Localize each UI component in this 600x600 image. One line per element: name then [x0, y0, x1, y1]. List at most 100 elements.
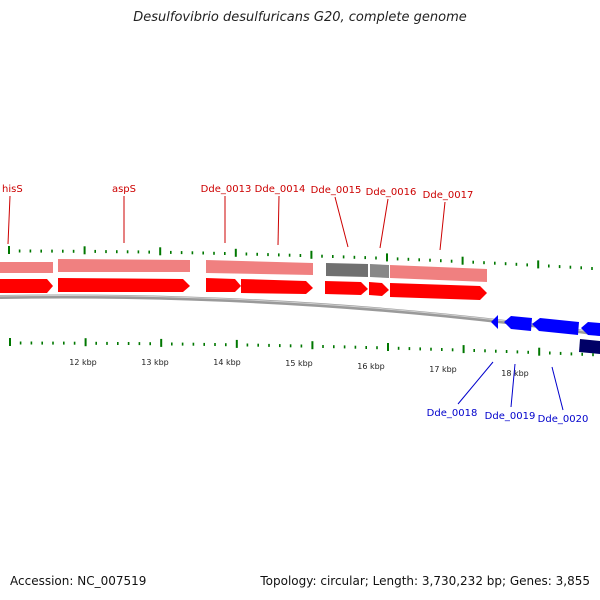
minor-tick-mark	[138, 342, 141, 346]
gene-label-aspS[interactable]: aspS	[112, 184, 136, 195]
minor-tick-mark	[225, 343, 227, 347]
minor-tick-mark	[192, 342, 195, 346]
gene-label-hisS[interactable]: hisS	[2, 184, 23, 195]
reverse-cds-arrow[interactable]	[504, 316, 532, 331]
gene-label-dde-0019[interactable]: Dde_0019	[485, 411, 536, 422]
minor-tick-mark	[257, 343, 259, 347]
minor-tick-mark	[41, 341, 43, 345]
reverse-label-group: Dde_0018 Dde_0019 Dde_0020	[427, 361, 589, 425]
minor-tick-mark	[137, 250, 140, 254]
minor-tick-mark	[440, 259, 442, 263]
minor-tick-mark	[472, 260, 474, 264]
minor-tick-mark	[181, 342, 184, 346]
minor-tick-mark	[299, 254, 302, 257]
forward-cds-arrow[interactable]	[369, 282, 389, 296]
rna-gene-bar[interactable]	[326, 263, 368, 277]
major-tick-mark	[386, 253, 388, 262]
minor-tick-mark	[430, 347, 432, 351]
gene-label-dde-0014[interactable]: Dde_0014	[255, 184, 306, 195]
minor-tick-mark	[354, 345, 357, 349]
minor-tick-mark	[332, 255, 334, 258]
kbp-label: 15 kbp	[285, 359, 313, 368]
minor-tick-mark	[592, 353, 594, 357]
minor-tick-mark	[29, 249, 32, 253]
minor-tick-mark	[441, 348, 443, 351]
minor-tick-mark	[516, 350, 519, 354]
minor-tick-mark	[558, 265, 561, 269]
gene-label-dde-0018[interactable]: Dde_0018	[427, 408, 478, 419]
label-leader-line	[379, 198, 389, 249]
minor-tick-mark	[505, 350, 508, 353]
gene-label-dde-0017[interactable]: Dde_0017	[423, 190, 474, 201]
minor-tick-mark	[213, 251, 215, 255]
minor-tick-mark	[62, 249, 64, 253]
minor-tick-mark	[450, 259, 453, 263]
minor-tick-mark	[30, 341, 33, 345]
minor-tick-mark	[94, 249, 96, 253]
minor-tick-mark	[333, 345, 335, 349]
rna-gene-bar[interactable]	[370, 264, 389, 278]
gene-label-dde-0020[interactable]: Dde_0020	[538, 414, 589, 425]
reverse-cds-arrow[interactable]	[532, 318, 579, 335]
minor-tick-mark	[526, 263, 528, 267]
forward-tick-row	[8, 246, 593, 270]
reverse-cds-arrow[interactable]	[581, 322, 600, 336]
minor-tick-mark	[278, 253, 280, 257]
label-leader-line	[551, 366, 564, 411]
major-tick-mark	[234, 248, 237, 257]
minor-tick-mark	[170, 250, 172, 254]
forward-cds-arrow[interactable]	[58, 278, 190, 292]
minor-tick-mark	[504, 262, 507, 266]
forward-label-group: hisS aspS Dde_0013 Dde_0014 Dde_0015 Dde…	[2, 184, 474, 251]
genome-stats-text: Topology: circular; Length: 3,730,232 bp…	[260, 574, 590, 588]
minor-tick-mark	[429, 258, 431, 262]
minor-tick-mark	[408, 347, 411, 351]
minor-tick-mark	[52, 341, 54, 345]
major-tick-mark	[462, 345, 465, 354]
minor-tick-mark	[396, 257, 399, 261]
forward-gene-bar[interactable]	[206, 260, 313, 275]
forward-cds-arrow[interactable]	[0, 279, 53, 293]
minor-tick-mark	[180, 251, 183, 255]
major-tick-mark	[310, 250, 313, 259]
reverse-gene-bar[interactable]	[579, 339, 600, 354]
minor-tick-mark	[224, 252, 226, 255]
minor-tick-mark	[419, 347, 421, 351]
forward-gene-bar[interactable]	[0, 262, 53, 273]
label-leader-line	[439, 201, 446, 251]
gene-label-dde-0016[interactable]: Dde_0016	[366, 187, 417, 198]
major-tick-mark	[235, 339, 238, 348]
minor-tick-mark	[342, 255, 345, 259]
minor-tick-mark	[73, 341, 76, 345]
forward-gene-bar[interactable]	[58, 259, 190, 272]
minor-tick-mark	[149, 342, 151, 346]
minor-tick-mark	[288, 253, 291, 257]
minor-tick-mark	[549, 351, 551, 355]
label-leader-line	[334, 196, 349, 248]
gene-label-dde-0013[interactable]: Dde_0013	[201, 184, 252, 195]
forward-cds-arrow[interactable]	[206, 278, 241, 292]
forward-cds-arrow[interactable]	[325, 281, 368, 295]
minor-tick-mark	[18, 249, 21, 253]
gene-label-dde-0015[interactable]: Dde_0015	[311, 185, 362, 196]
kbp-label: 14 kbp	[213, 358, 241, 367]
minor-tick-mark	[214, 343, 216, 346]
minor-tick-mark	[580, 266, 582, 270]
minor-tick-mark	[322, 345, 324, 348]
minor-tick-mark	[559, 351, 562, 355]
accession-text: Accession: NC_007519	[10, 574, 147, 588]
minor-tick-mark	[364, 256, 366, 260]
minor-tick-mark	[148, 250, 150, 254]
minor-tick-mark	[267, 253, 269, 257]
minor-tick-mark	[116, 250, 118, 254]
forward-cds-arrow[interactable]	[390, 283, 487, 300]
forward-cds-arrow[interactable]	[241, 279, 313, 294]
kbp-scale: 12 kbp 13 kbp 14 kbp 15 kbp 16 kbp 17 kb…	[69, 358, 529, 378]
minor-tick-mark	[321, 254, 323, 258]
reverse-cds-arrow[interactable]	[491, 315, 498, 329]
minor-tick-mark	[515, 262, 518, 266]
major-tick-mark	[461, 256, 464, 265]
reverse-tick-row	[9, 338, 594, 357]
forward-gene-bar[interactable]	[390, 265, 487, 282]
